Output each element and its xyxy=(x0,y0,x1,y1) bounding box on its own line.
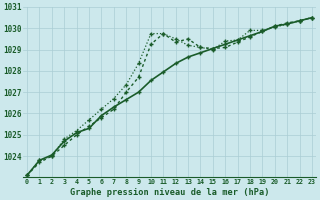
X-axis label: Graphe pression niveau de la mer (hPa): Graphe pression niveau de la mer (hPa) xyxy=(70,188,269,197)
